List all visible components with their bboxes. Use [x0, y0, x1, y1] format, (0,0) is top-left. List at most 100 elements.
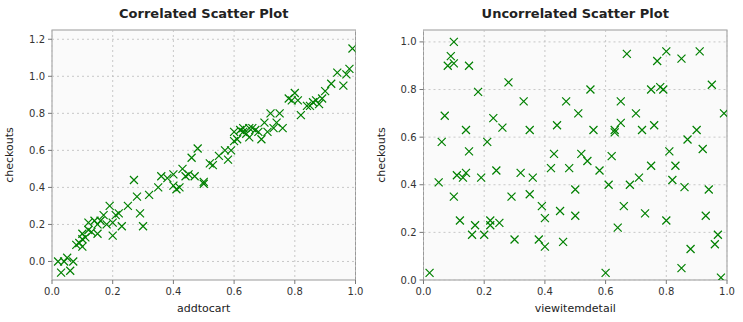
tick-mark [234, 280, 235, 284]
tick-label: 0.6 [226, 286, 242, 297]
x-axis-label: viewitemdetail [535, 302, 616, 315]
tick-label: 0.2 [29, 219, 45, 230]
scatter-point [426, 269, 434, 277]
scatter-point [118, 222, 126, 230]
scatter-point [462, 169, 470, 177]
scatter-point [492, 166, 500, 174]
scatter-point [596, 166, 604, 174]
scatter-point [662, 216, 670, 224]
grid-line [423, 30, 424, 280]
scatter-point [57, 269, 65, 277]
grid-line [484, 30, 485, 280]
scatter-point [191, 172, 199, 180]
scatter-point [78, 243, 86, 251]
scatter-point [614, 224, 622, 232]
tick-mark [173, 280, 174, 284]
scatter-point [200, 178, 208, 186]
scatter-point [571, 186, 579, 194]
tick-label: 0.0 [29, 256, 45, 267]
grid-line [52, 150, 356, 151]
scatter-point [233, 135, 241, 143]
scatter-point [257, 135, 265, 143]
scatter-point [556, 207, 564, 215]
scatter-point [345, 65, 353, 73]
scatter-point [136, 209, 144, 217]
scatter-point [133, 193, 141, 201]
scatter-point [480, 231, 488, 239]
tick-mark [48, 261, 52, 262]
scatter-point [508, 193, 516, 201]
scatter-point [662, 47, 670, 55]
scatter-point [94, 230, 102, 238]
scatter-point [462, 126, 470, 134]
scatter-point [708, 81, 716, 89]
tick-label: 0.4 [29, 182, 45, 193]
tick-label: 0.0 [44, 286, 60, 297]
scatter-point [671, 162, 679, 170]
tick-label: 0.8 [29, 108, 45, 119]
tick-mark [420, 137, 424, 138]
scatter-point [696, 47, 704, 55]
scatter-point [611, 128, 619, 136]
scatter-point [717, 274, 725, 280]
tick-label: 0.6 [598, 286, 614, 297]
tick-label: 1.0 [348, 286, 364, 297]
grid-line [234, 30, 235, 280]
scatter-point [541, 243, 549, 251]
scatter-point [230, 128, 238, 136]
tick-label: 0.0 [416, 286, 432, 297]
tick-mark [420, 184, 424, 185]
chart-title: Correlated Scatter Plot [119, 6, 288, 21]
scatter-point [504, 78, 512, 86]
tick-mark [48, 187, 52, 188]
plot-frame [52, 30, 356, 280]
scatter-point [106, 202, 114, 210]
scatter-point [714, 231, 722, 239]
scatter-point [535, 236, 543, 244]
scatter-point [684, 136, 692, 144]
grid-line [727, 30, 728, 280]
scatter-point [517, 169, 525, 177]
scatter-point [520, 97, 528, 105]
grid-line [424, 280, 728, 281]
panel: 0.00.20.40.60.81.00.00.20.40.60.81.01.2C… [3, 6, 363, 315]
scatter-point [339, 82, 347, 90]
tick-mark [355, 280, 356, 284]
scatter-point [130, 176, 138, 184]
scatter-point [647, 86, 655, 94]
tick-mark [423, 280, 424, 284]
scatter-point [541, 214, 549, 222]
scatter-point [553, 121, 561, 129]
scatter-point [154, 183, 162, 191]
scatter-point [562, 97, 570, 105]
scatter-point [109, 232, 117, 240]
scatter-point [109, 219, 117, 227]
tick-label: 0.8 [401, 84, 417, 95]
scatter-point [711, 240, 719, 248]
scatter-point [489, 114, 497, 122]
tick-label: 1.2 [29, 34, 45, 45]
scatter-point [495, 219, 503, 227]
scatter-point [145, 191, 153, 199]
tick-label: 0.8 [287, 286, 303, 297]
scatter-point [260, 119, 268, 127]
scatter-point [511, 236, 519, 244]
points [54, 45, 355, 277]
scatter-point [617, 97, 625, 105]
scatter-point [665, 147, 673, 155]
tick-mark [112, 280, 113, 284]
grid-line [294, 30, 295, 280]
tick-label: 1.0 [401, 36, 417, 47]
scatter-point [465, 147, 473, 155]
scatter-point [605, 181, 613, 189]
tick-mark [48, 76, 52, 77]
grid-line [605, 30, 606, 280]
scatter-point [450, 38, 458, 46]
scatter-point [224, 156, 232, 164]
scatter-point [526, 190, 534, 198]
scatter-point [321, 87, 329, 95]
scatter-point [245, 133, 253, 141]
grid-line [52, 30, 53, 280]
tick-label: 0.4 [165, 286, 181, 297]
scatter-point [571, 212, 579, 220]
